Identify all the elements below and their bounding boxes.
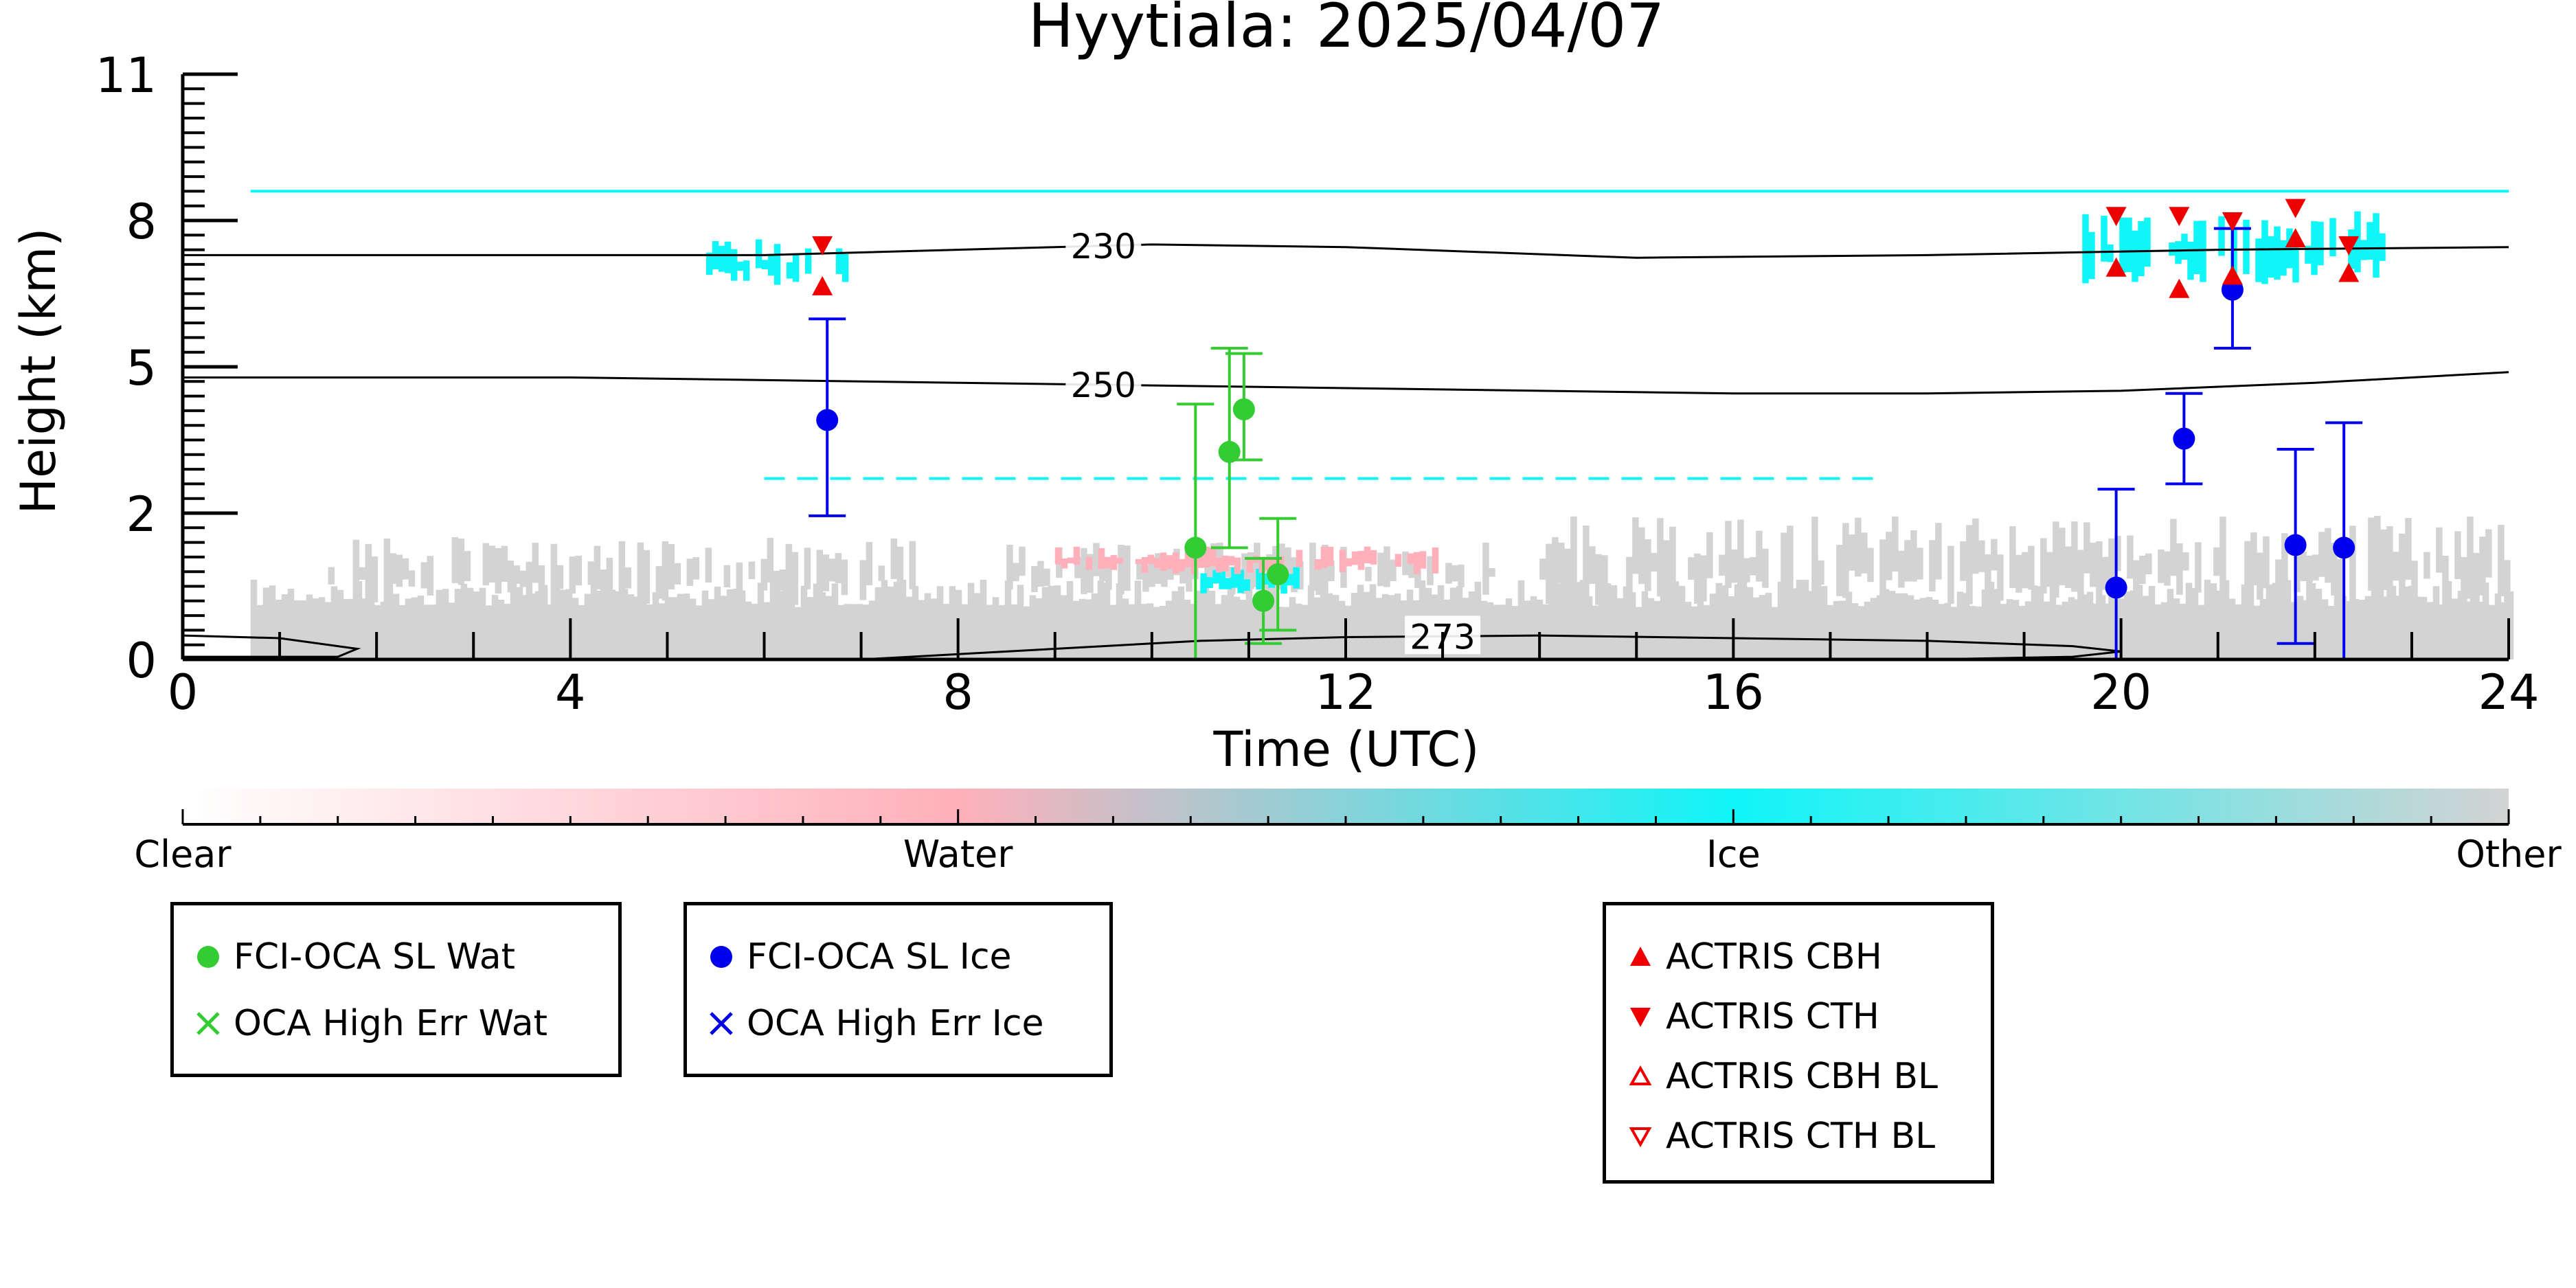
data-point [2169, 278, 2190, 298]
data-point [2105, 207, 2127, 227]
x-tick-label: 16 [1703, 664, 1764, 721]
x-axis-label: Time (UTC) [1213, 721, 1480, 778]
x-tick-label: 4 [555, 664, 586, 721]
data-point [2105, 257, 2127, 277]
colorbar-label-clear: Clear [134, 833, 231, 876]
contour-label: 230 [1071, 227, 1136, 267]
y-tick-label: 11 [95, 47, 157, 104]
legend-label: ACTRIS CBH [1666, 936, 1882, 978]
y-tick-label: 5 [126, 340, 157, 396]
data-point [2333, 536, 2355, 559]
classification-region-other [1539, 515, 2511, 607]
legend-entry-actris-cth: ACTRIS CTH [1623, 996, 1879, 1037]
data-point [2284, 534, 2307, 556]
legend-label: OCA High Err Ice [747, 1003, 1044, 1044]
blue-x-icon [710, 1012, 733, 1035]
green-dot-icon [197, 946, 219, 968]
triangle-up-icon [1630, 947, 1651, 966]
data-point [1252, 589, 1275, 612]
legend-entry-actris-cth-bl: ACTRIS CTH BL [1623, 1116, 1935, 1157]
legend-water: FCI-OCA SL Wat OCA High Err Wat [170, 902, 622, 1077]
x-tick-label: 20 [2090, 664, 2151, 721]
legend-label: ACTRIS CBH BL [1666, 1056, 1938, 1097]
data-point [2173, 427, 2195, 450]
green-x-icon [196, 1012, 220, 1035]
triangle-down-icon [1630, 1008, 1651, 1027]
data-point [2222, 212, 2243, 231]
classification-region-other [250, 579, 2514, 659]
y-tick-label: 8 [126, 194, 157, 250]
legend-entry-oca-wat: FCI-OCA SL Wat [191, 936, 515, 978]
data-point [1184, 536, 1207, 559]
contour-label: 250 [1071, 365, 1136, 405]
classification-region-other [328, 536, 916, 606]
colorbar-label-other: Other [2456, 833, 2562, 876]
x-tick-label: 8 [942, 664, 973, 721]
legend-label: OCA High Err Wat [234, 1003, 547, 1044]
data-point [812, 236, 833, 256]
legend-entry-actris-cbh: ACTRIS CBH [1623, 936, 1882, 978]
y-tick-label: 2 [126, 486, 157, 543]
legend-label: ACTRIS CTH [1666, 996, 1879, 1037]
contour-label-background [1065, 364, 1142, 403]
data-point [1218, 440, 1241, 463]
legend-actris: ACTRIS CBH ACTRIS CTH ACTRIS CBH BL ACTR… [1603, 902, 1994, 1184]
data-point [2338, 262, 2360, 282]
x-tick-label: 12 [1315, 664, 1376, 721]
triangle-up-outline-icon [1629, 1065, 1652, 1085]
data-point [816, 409, 839, 431]
axes: 0 2 5 8 11 0 4 8 12 16 20 24 [95, 47, 2540, 721]
blue-dot-icon [710, 946, 732, 968]
chart-title: Hyytiala: 2025/04/07 [1028, 0, 1664, 61]
data-point [2105, 576, 2127, 599]
temperature-contour-230 [183, 243, 2509, 259]
x-tick-label: 24 [2478, 664, 2539, 721]
temperature-contour-250 [183, 371, 2509, 395]
legend-entry-oca-ice: FCI-OCA SL Ice [704, 936, 1012, 978]
legend-label: FCI-OCA SL Ice [747, 936, 1012, 978]
data-point [2285, 228, 2306, 248]
classification-region-ice [705, 239, 849, 285]
data-point [812, 275, 833, 295]
x-tick-label: 0 [168, 664, 199, 721]
legend-label: ACTRIS CTH BL [1666, 1116, 1936, 1157]
data-point [1267, 563, 1289, 586]
colorbar-label-water: Water [903, 833, 1013, 876]
y-tick-label: 0 [126, 633, 157, 689]
temperature-contour-273 [182, 634, 361, 658]
legend-entry-oca-high-err-ice: OCA High Err Ice [704, 1003, 1044, 1044]
legend-ice: FCI-OCA SL Ice OCA High Err Ice [683, 902, 1113, 1077]
colorbar-label-ice: Ice [1706, 833, 1761, 876]
data-point [1232, 398, 1255, 420]
classification-region-ice [2082, 211, 2386, 284]
classification-colorbar: Clear Water Ice Other [134, 789, 2562, 876]
contour-label-background [1065, 225, 1142, 264]
legend-label: FCI-OCA SL Wat [234, 936, 515, 978]
legend-entry-oca-high-err-wat: OCA High Err Wat [191, 1003, 547, 1044]
triangle-down-outline-icon [1629, 1127, 1652, 1148]
data-point [2285, 199, 2306, 218]
data-point [2169, 207, 2190, 227]
legend-entry-actris-cbh-bl: ACTRIS CBH BL [1623, 1056, 1938, 1097]
y-axis-label: Height (km) [10, 228, 67, 515]
data-point [2222, 265, 2243, 285]
data-point [2338, 236, 2360, 256]
